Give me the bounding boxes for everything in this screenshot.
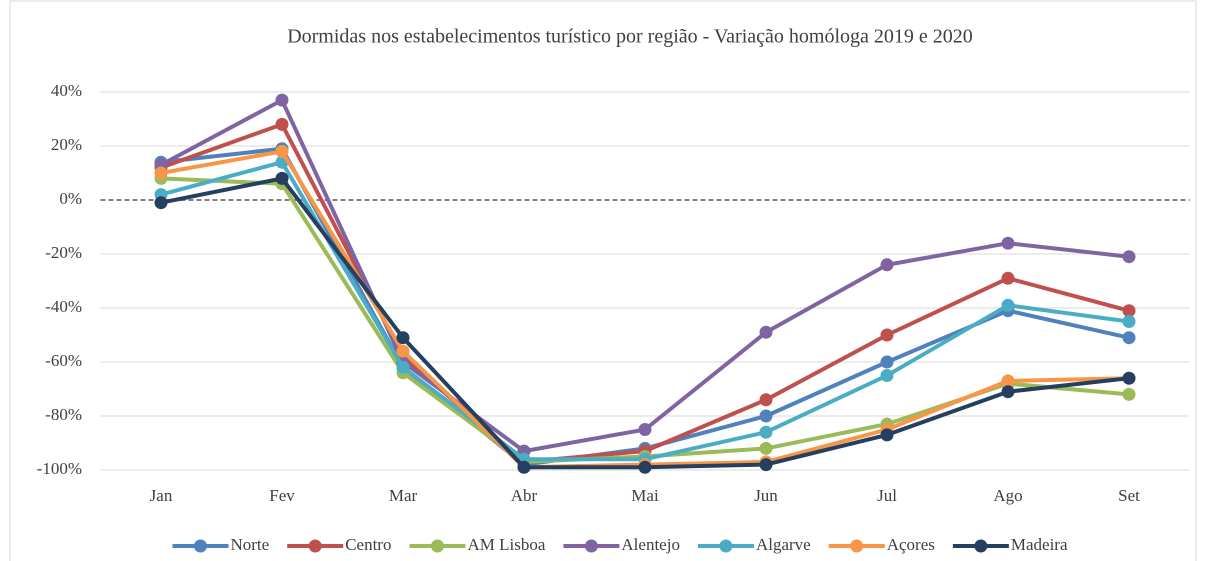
point bbox=[880, 328, 894, 342]
point bbox=[396, 360, 410, 374]
y-tick-label: -80% bbox=[45, 405, 82, 424]
point bbox=[1001, 298, 1015, 312]
y-tick-label: 40% bbox=[51, 81, 82, 100]
x-tick-label: Fev bbox=[269, 486, 295, 505]
point bbox=[638, 423, 652, 436]
point bbox=[759, 409, 773, 423]
point bbox=[759, 325, 773, 339]
point bbox=[880, 428, 894, 442]
point bbox=[1122, 387, 1136, 401]
point bbox=[275, 117, 289, 131]
point bbox=[275, 93, 289, 107]
x-tick-label: Jan bbox=[150, 486, 173, 505]
x-tick-label: Abr bbox=[511, 486, 538, 505]
point bbox=[154, 196, 168, 210]
point bbox=[396, 331, 410, 345]
y-tick-label: -100% bbox=[37, 459, 82, 478]
point bbox=[759, 441, 773, 455]
legend-marker bbox=[850, 539, 864, 553]
point bbox=[1122, 250, 1136, 264]
y-tick-label: 20% bbox=[51, 135, 82, 154]
point bbox=[1001, 271, 1015, 285]
legend-label: Centro bbox=[345, 535, 391, 554]
point bbox=[880, 369, 894, 382]
point bbox=[1122, 304, 1136, 318]
point bbox=[396, 344, 410, 358]
point bbox=[759, 393, 773, 407]
legend-marker bbox=[584, 539, 598, 553]
y-tick-label: -40% bbox=[45, 297, 82, 316]
legend-marker bbox=[193, 539, 207, 553]
point bbox=[759, 425, 773, 439]
point bbox=[638, 460, 652, 474]
x-tick-label: Ago bbox=[993, 486, 1022, 505]
point bbox=[517, 460, 531, 474]
point bbox=[1122, 331, 1136, 345]
legend-label: Alentejo bbox=[621, 535, 680, 554]
point bbox=[1122, 371, 1136, 385]
point bbox=[1001, 374, 1015, 388]
legend-marker bbox=[308, 539, 322, 553]
legend-marker bbox=[974, 539, 988, 553]
point bbox=[275, 144, 289, 158]
legend-label: Madeira bbox=[1011, 535, 1068, 554]
legend-marker bbox=[430, 539, 444, 553]
legend-marker bbox=[719, 539, 733, 553]
y-tick-label: 0% bbox=[59, 189, 82, 208]
point bbox=[154, 166, 168, 180]
point bbox=[275, 171, 289, 185]
point bbox=[759, 458, 773, 472]
x-tick-label: Jun bbox=[754, 486, 778, 505]
y-tick-label: -60% bbox=[45, 351, 82, 370]
legend-label: Algarve bbox=[756, 535, 811, 554]
legend: Norte Centro AM Lisboa Alentejo Algarve Açore… bbox=[172, 535, 1068, 554]
legend-label: Açores bbox=[887, 535, 935, 554]
point bbox=[1122, 315, 1136, 328]
legend-label: AM Lisboa bbox=[467, 535, 545, 554]
x-tick-label: Mai bbox=[631, 486, 659, 505]
point bbox=[880, 355, 894, 369]
x-tick-label: Set bbox=[1118, 486, 1140, 505]
legend-label: Norte bbox=[230, 535, 269, 554]
point bbox=[880, 258, 894, 272]
x-tick-label: Mar bbox=[389, 486, 418, 505]
point bbox=[1001, 385, 1015, 399]
chart-title: Dormidas nos estabelecimentos turístico … bbox=[287, 26, 973, 48]
point bbox=[1001, 236, 1015, 250]
x-tick-label: Jul bbox=[877, 486, 897, 505]
y-tick-label: -20% bbox=[45, 243, 82, 262]
